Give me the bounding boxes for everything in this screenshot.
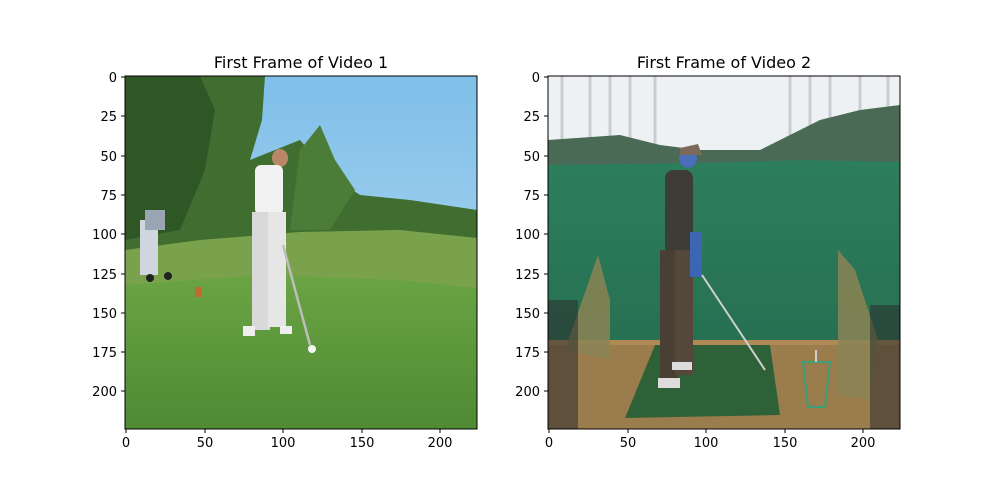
- axes-1-title: First Frame of Video 1: [214, 53, 388, 72]
- x-tick-label: 200: [428, 436, 453, 451]
- y-tick-label: 25: [523, 110, 540, 125]
- y-tick-label: 100: [92, 228, 117, 243]
- x-tick-label: 0: [545, 436, 553, 451]
- axes-2-frame: [547, 75, 901, 430]
- video-2-frame: [548, 76, 900, 429]
- y-tick-label: 75: [100, 189, 117, 204]
- y-tick-label: 200: [515, 385, 540, 400]
- axes-2-xticks: 0 50 100 150 200: [545, 429, 876, 451]
- axes-2-yticks: 0 25 50 75 100 125 150 175 200: [515, 71, 548, 400]
- video-1-frame: [125, 76, 477, 429]
- axes-1-frame: [124, 75, 478, 430]
- y-tick-label: 75: [523, 189, 540, 204]
- y-tick-label: 100: [515, 228, 540, 243]
- x-tick-label: 150: [350, 436, 375, 451]
- y-tick-label: 175: [515, 346, 540, 361]
- x-tick-label: 200: [851, 436, 876, 451]
- y-tick-label: 150: [92, 307, 117, 322]
- y-tick-label: 25: [100, 110, 117, 125]
- x-tick-label: 100: [694, 436, 719, 451]
- axes-2-title: First Frame of Video 2: [637, 53, 811, 72]
- x-tick-label: 50: [197, 436, 214, 451]
- x-tick-label: 100: [271, 436, 296, 451]
- y-tick-label: 50: [523, 150, 540, 165]
- y-tick-label: 0: [109, 71, 117, 86]
- y-tick-label: 175: [92, 346, 117, 361]
- y-tick-label: 125: [515, 268, 540, 283]
- x-tick-label: 0: [122, 436, 130, 451]
- axes-1-yticks: 0 25 50 75 100 125 150 175 200: [92, 71, 125, 400]
- y-tick-label: 125: [92, 268, 117, 283]
- x-tick-label: 150: [773, 436, 798, 451]
- y-tick-label: 0: [532, 71, 540, 86]
- x-tick-label: 50: [620, 436, 637, 451]
- y-tick-label: 50: [100, 150, 117, 165]
- y-tick-label: 150: [515, 307, 540, 322]
- axes-1-xticks: 0 50 100 150 200: [122, 429, 453, 451]
- y-tick-label: 200: [92, 385, 117, 400]
